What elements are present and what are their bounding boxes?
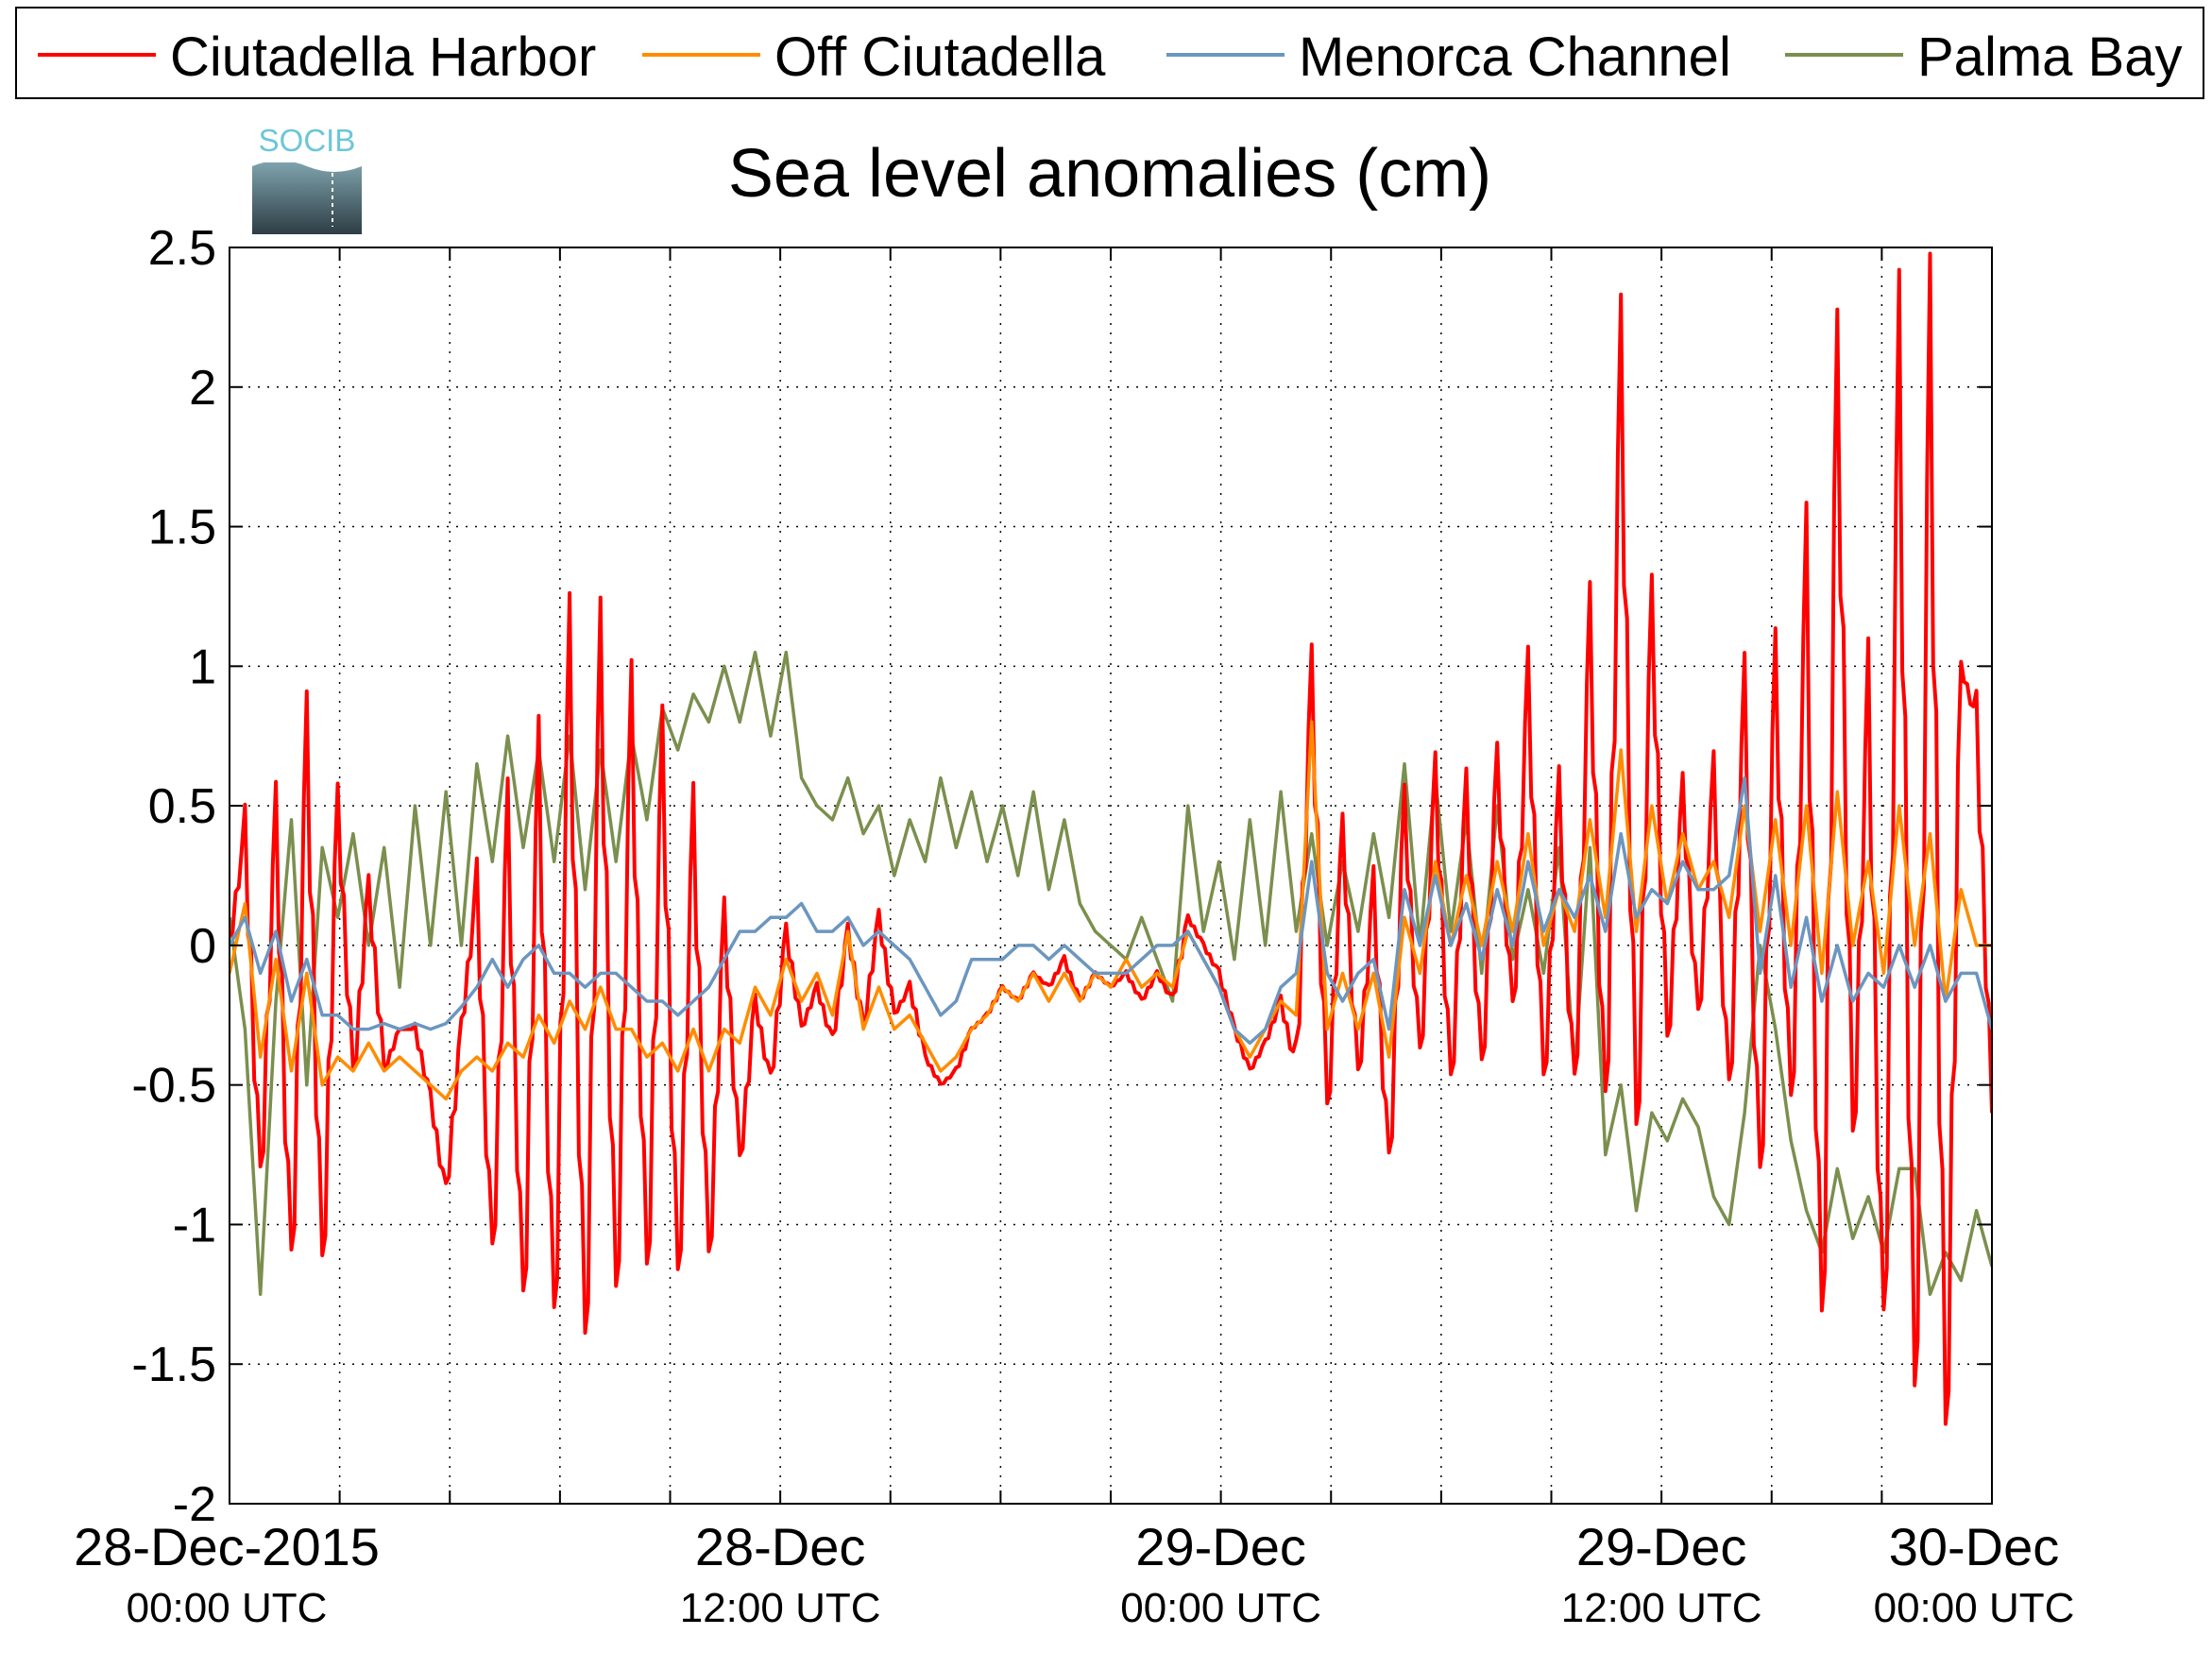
- y-tick-label: -2: [173, 1477, 216, 1532]
- x-tick-date-label: 29-Dec: [1576, 1517, 1747, 1576]
- y-tick-label: 2.5: [148, 221, 216, 276]
- plot-area: -2 -1.5 -1 -0.5 0 0.5 1 1.5 2 2.5 28-Dec-2015 00:00…: [74, 221, 2074, 1631]
- logo-wave-block: [252, 162, 362, 234]
- legend-label: Ciutadella Harbor: [170, 26, 596, 88]
- x-tick-time-label: 12:00 UTC: [1561, 1585, 1762, 1631]
- x-tick-date-label: 28-Dec: [695, 1517, 866, 1576]
- x-tick-time-label: 00:00 UTC: [127, 1585, 328, 1631]
- logo-text: SOCIB: [259, 123, 356, 158]
- y-tick-label: 0.5: [148, 779, 216, 834]
- y-tick-label: 1.5: [148, 501, 216, 555]
- x-tick-time-label: 00:00 UTC: [1120, 1585, 1321, 1631]
- x-tick-date-label: 29-Dec: [1135, 1517, 1306, 1576]
- series-line-palma-bay: [230, 650, 1992, 1297]
- x-tick-date-label: 28-Dec-2015: [74, 1517, 380, 1576]
- y-tick-label: -0.5: [131, 1059, 216, 1114]
- x-tick-date-label: 30-Dec: [1889, 1517, 2060, 1576]
- socib-logo: SOCIB: [252, 123, 362, 234]
- legend: Ciutadella Harbor Off Ciutadella Menorca C…: [15, 7, 2204, 99]
- legend-label: Palma Bay: [1917, 26, 2182, 88]
- logo-wave-icon: [252, 161, 362, 172]
- y-tick-label: -1.5: [131, 1337, 216, 1392]
- y-tick-label: 2: [189, 361, 216, 416]
- x-tick-time-label: 12:00 UTC: [680, 1585, 881, 1631]
- y-tick-label: 1: [189, 639, 216, 694]
- series-line-menorca-channel: [230, 775, 1992, 1046]
- y-tick-label: -1: [173, 1198, 216, 1252]
- legend-label: Off Ciutadella: [774, 26, 1106, 88]
- legend-label: Menorca Channel: [1299, 26, 1731, 88]
- chart-title: Sea level anomalies (cm): [728, 136, 1491, 212]
- x-tick-time-label: 00:00 UTC: [1874, 1585, 2075, 1631]
- y-tick-label: 0: [189, 919, 216, 974]
